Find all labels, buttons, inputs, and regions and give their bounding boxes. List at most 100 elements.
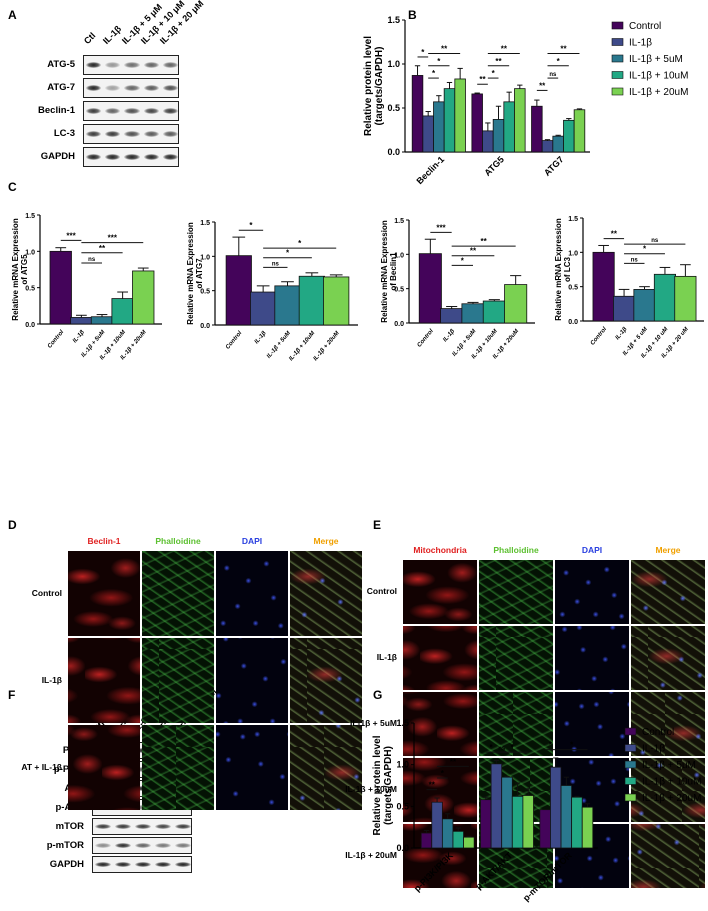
- bar: [411, 75, 424, 153]
- x-tick-label: IL-1β + 10uM: [471, 328, 500, 361]
- bar: [461, 303, 485, 324]
- significance-label: **: [611, 230, 618, 239]
- y-tick-label: 0.0: [394, 321, 404, 328]
- bar: [323, 276, 350, 326]
- condition-label: IL-1β: [41, 674, 62, 685]
- bar: [90, 316, 114, 325]
- bar: [471, 93, 483, 153]
- protein-band: [124, 85, 140, 92]
- legend-label: IL-1β: [629, 38, 652, 49]
- blot-strip: [92, 818, 192, 835]
- protein-band: [115, 824, 131, 830]
- panel-letter-c: C: [8, 180, 17, 194]
- panel-letter-g: G: [373, 688, 383, 702]
- x-tick-label: Control: [47, 329, 66, 349]
- protein-band: [105, 62, 121, 69]
- y-tick-label: 1.0: [394, 252, 404, 259]
- x-tick-label: IL-1β + 20 uM: [661, 326, 691, 360]
- blot-strip: [83, 78, 179, 98]
- x-tick-label: Control: [225, 330, 244, 350]
- blot-row-label: GAPDH: [49, 858, 84, 870]
- protein-band: [86, 108, 102, 115]
- panel-letter-e: E: [373, 518, 382, 532]
- y-axis-label: Relative mRNA Expression: [380, 220, 389, 323]
- significance-label: ns: [549, 72, 557, 78]
- protein-band: [175, 862, 191, 868]
- legend-swatch: [611, 38, 624, 46]
- micrograph-tile: [403, 560, 477, 624]
- micrograph-tile: [555, 626, 629, 690]
- bar: [433, 101, 445, 153]
- x-tick-label: IL-1β: [442, 328, 456, 343]
- bar: [418, 253, 442, 324]
- blot-row-label: ATG-7: [47, 82, 75, 93]
- bar: [225, 255, 252, 326]
- protein-band: [162, 154, 178, 161]
- panel-letter-f: F: [8, 688, 16, 702]
- micrograph-tile: [555, 560, 629, 624]
- protein-band: [162, 108, 178, 115]
- x-tick-label: ATG7: [542, 154, 566, 178]
- condition-label: Control: [366, 586, 397, 596]
- bar: [531, 105, 543, 153]
- significance-label: **: [495, 57, 502, 66]
- blot-strip: [83, 147, 179, 167]
- x-tick-label: Control: [417, 328, 436, 348]
- legend-label: IL-1β + 20uM: [629, 87, 688, 98]
- y-tick-label: 0.0: [25, 322, 35, 329]
- protein-band: [115, 843, 131, 849]
- x-tick-label: IL-1β: [72, 329, 86, 344]
- y-axis-label: Relative mRNA Expression: [11, 218, 20, 321]
- bar: [274, 285, 301, 326]
- micrograph-tile: [142, 725, 214, 810]
- bar: [503, 101, 515, 153]
- y-tick-label: 0.0: [200, 323, 210, 330]
- channel-header: Merge: [313, 536, 339, 546]
- legend-label: Control: [629, 21, 661, 32]
- bar: [443, 88, 456, 153]
- x-tick-label: IL-1β + 20uM: [313, 330, 342, 363]
- blot-row-label: p-mTOR: [46, 839, 84, 851]
- condition-label: Control: [31, 587, 62, 598]
- significance-label: ***: [66, 231, 76, 240]
- protein-band: [143, 85, 159, 92]
- lane-header: Ctl: [81, 30, 98, 46]
- y-axis-label: Relative mRNA Expression: [554, 218, 563, 321]
- micrograph-tile: [290, 725, 362, 810]
- significance-label: *: [492, 69, 496, 78]
- y-tick-label: 1.5: [568, 216, 578, 223]
- y-tick-label: 0.5: [568, 285, 578, 292]
- bar: [132, 270, 155, 325]
- bar: [633, 289, 656, 322]
- y-tick-label: 1.5: [394, 218, 404, 225]
- bar: [573, 109, 586, 153]
- micrograph-tile: [403, 692, 477, 756]
- protein-band: [86, 85, 102, 92]
- legend-label: IL-1β + 10uM: [629, 71, 688, 82]
- protein-band: [143, 131, 159, 138]
- legend-swatch: [611, 21, 624, 30]
- protein-band: [124, 108, 140, 115]
- y-tick-label: 1.0: [200, 254, 210, 261]
- protein-band: [105, 85, 121, 92]
- significance-label: **: [501, 44, 508, 53]
- x-tick-label: Beclin-1: [414, 154, 446, 186]
- x-tick-label: IL-1β + 5 uM: [622, 326, 650, 357]
- protein-band: [135, 824, 151, 830]
- protein-band: [86, 62, 102, 69]
- protein-band: [175, 843, 191, 849]
- channel-header: Beclin-1: [87, 536, 121, 546]
- protein-band: [124, 131, 140, 138]
- micrograph-tile: [479, 758, 553, 822]
- protein-band: [155, 843, 171, 849]
- micrograph-tile: [290, 551, 362, 636]
- micrograph-tile: [555, 692, 629, 756]
- protein-band: [105, 131, 121, 138]
- protein-band: [155, 862, 171, 868]
- y-tick-label: 1.0: [25, 249, 35, 256]
- bar: [552, 135, 564, 153]
- panel-letter-d: D: [8, 518, 17, 532]
- significance-label: *: [286, 249, 290, 258]
- y-tick-label: 1.0: [387, 59, 400, 69]
- micrograph-tile: [216, 725, 288, 810]
